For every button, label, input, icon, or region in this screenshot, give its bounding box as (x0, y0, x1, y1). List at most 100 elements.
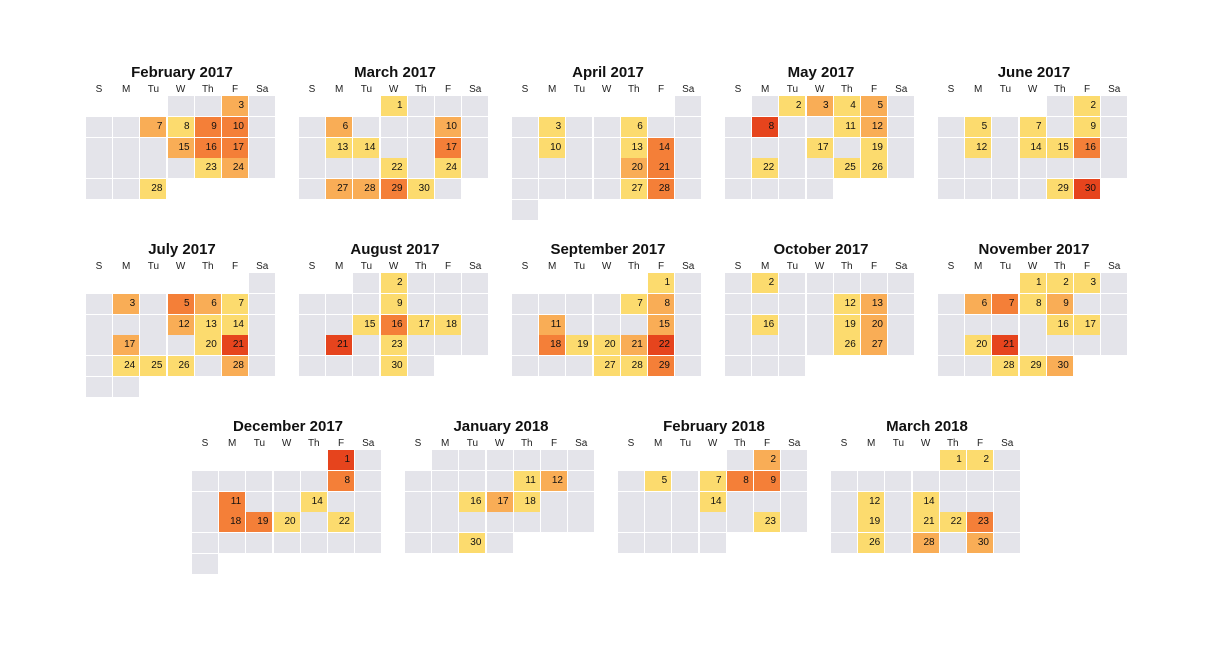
day-cell-active: 12 (541, 470, 567, 491)
day-cell-empty (725, 293, 751, 314)
month-title: November 2017 (978, 241, 1090, 258)
day-cell-active: 22 (380, 158, 407, 179)
day-cell-empty (462, 137, 489, 158)
day-cell-empty (512, 314, 538, 335)
day-cell-empty (833, 137, 860, 158)
day-cell-active: 29 (380, 179, 407, 200)
weekday-label: S (521, 84, 529, 95)
day-cell-empty (1019, 335, 1046, 356)
day-cell-active: 3 (222, 96, 248, 116)
day-cell-empty (568, 512, 595, 533)
weekday-label: Sa (469, 261, 482, 272)
day-cell-empty (353, 335, 380, 356)
day-cell-active: 30 (967, 533, 993, 554)
day-cell-empty (167, 96, 194, 116)
day-cell-active: 16 (380, 314, 407, 335)
day-cell-empty (675, 137, 702, 158)
day-cell-active: 22 (939, 512, 966, 533)
day-cell-active: 9 (194, 116, 221, 137)
day-cell-empty (1101, 293, 1128, 314)
day-cell-empty (566, 356, 593, 377)
day-cell-empty (568, 450, 595, 470)
weekday-label: Th (414, 84, 427, 95)
day-cell-empty (299, 314, 325, 335)
day-cell-active: 17 (1074, 314, 1100, 335)
day-cell-empty (994, 450, 1021, 470)
day-cell-empty (486, 512, 513, 533)
day-cell-empty (779, 293, 806, 314)
weekday-label: M (974, 84, 983, 95)
day-cell-active: 14 (300, 491, 327, 512)
weekday-label: F (231, 261, 239, 272)
day-cell-empty (754, 491, 780, 512)
day-cell-active: 28 (222, 356, 248, 377)
day-cell-empty (1046, 96, 1073, 116)
day-cell-empty (806, 273, 833, 293)
day-cell-active: 24 (435, 158, 461, 179)
day-cell-active: 30 (1074, 179, 1100, 200)
day-cell-active: 12 (833, 293, 860, 314)
weekday-label: S (95, 84, 103, 95)
day-cell-active: 12 (861, 116, 887, 137)
day-cell-empty (885, 533, 912, 554)
day-cell-active: 14 (353, 137, 380, 158)
day-cell-empty (1101, 137, 1128, 158)
day-cell-active: 13 (620, 137, 647, 158)
day-cell-empty (672, 491, 699, 512)
day-cell-empty (806, 158, 833, 179)
weekday-label: M (122, 261, 131, 272)
day-cell-active: 17 (486, 491, 513, 512)
day-cell-active: 15 (648, 314, 674, 335)
day-cell-active: 12 (167, 314, 194, 335)
day-cell-empty (1046, 335, 1073, 356)
weekday-label: W (707, 438, 718, 449)
day-cell-empty (486, 533, 513, 554)
weekday-label: Tu (466, 438, 479, 449)
day-cell-empty (618, 512, 644, 533)
weekday-label: M (228, 438, 237, 449)
day-cell-empty (1019, 314, 1046, 335)
weekday-label: Th (627, 261, 640, 272)
weekday-label: W (175, 84, 186, 95)
weekday-label: Sa (256, 261, 269, 272)
day-cell-empty (192, 554, 218, 574)
weekday-label: S (734, 261, 742, 272)
day-cell-active: 22 (752, 158, 779, 179)
day-cell-empty (939, 533, 966, 554)
day-cell-empty (113, 314, 140, 335)
day-cell-empty (568, 470, 595, 491)
day-cell-empty (618, 470, 644, 491)
day-cell-empty (486, 470, 513, 491)
day-cell-empty (407, 158, 434, 179)
day-cell-empty (938, 356, 964, 377)
day-cell-active: 26 (167, 356, 194, 377)
weekday-label: W (920, 438, 931, 449)
day-cell-empty (353, 116, 380, 137)
day-cell-empty (752, 356, 779, 377)
day-cell-active: 27 (593, 356, 620, 377)
day-cell-active: 2 (752, 273, 779, 293)
day-cell-empty (86, 179, 112, 200)
day-cell-active: 27 (326, 179, 353, 200)
day-cell-empty (432, 450, 459, 470)
day-cell-active: 24 (113, 356, 140, 377)
day-cell-empty (299, 356, 325, 377)
weekday-label: Th (201, 261, 214, 272)
day-cell-active: 21 (648, 158, 674, 179)
day-cell-empty (593, 158, 620, 179)
day-cell-empty (326, 356, 353, 377)
month-title: April 2017 (572, 64, 644, 81)
month-title: October 2017 (773, 241, 869, 258)
day-cell-empty (192, 470, 218, 491)
day-cell-empty (992, 179, 1019, 200)
weekday-label: Sa (256, 84, 269, 95)
weekday-label: F (444, 84, 452, 95)
month-calendar: August 2017 S M Tu W Th F Sa 2 9 15 16 17 18 21 23 30 (299, 241, 491, 421)
day-cell-active: 2 (779, 96, 806, 116)
weekday-label: Tu (786, 261, 799, 272)
weekday-label: S (947, 261, 955, 272)
day-cell-empty (675, 158, 702, 179)
day-cell-empty (566, 179, 593, 200)
day-cell-empty (407, 293, 434, 314)
day-cell-empty (861, 273, 887, 293)
